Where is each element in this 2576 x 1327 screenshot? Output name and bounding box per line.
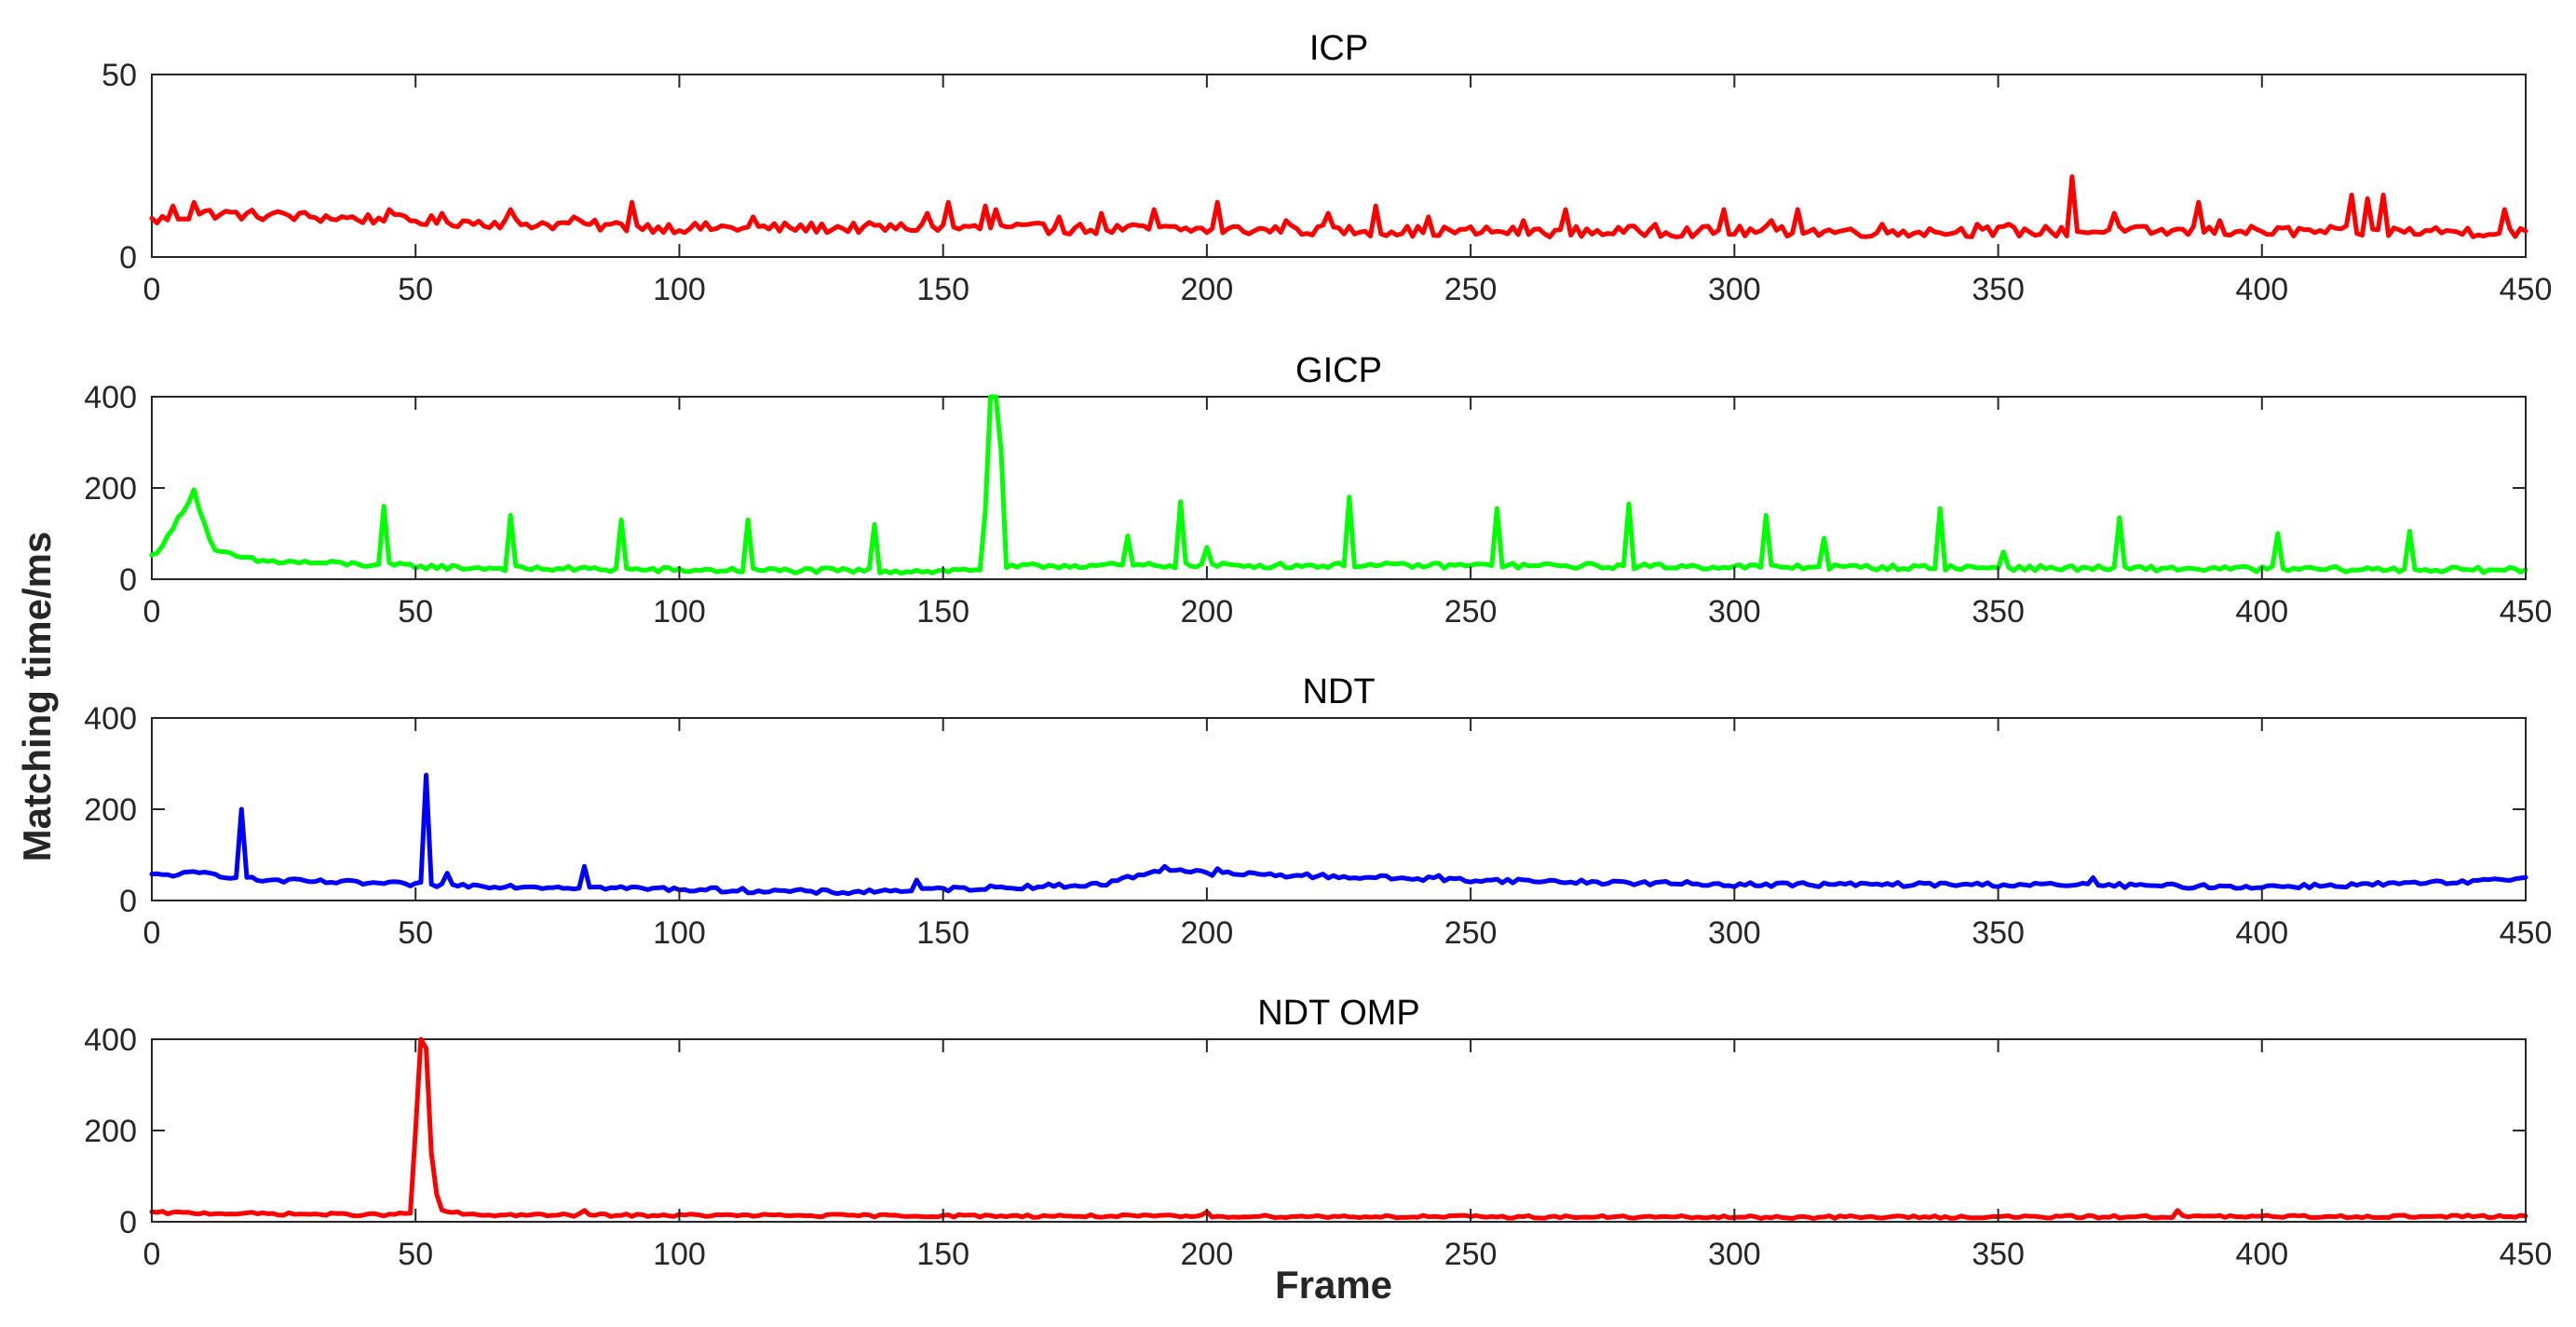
x-tick-label: 300 xyxy=(1708,1237,1761,1272)
axes-box xyxy=(151,1038,2527,1223)
y-tick-label: 200 xyxy=(84,1114,137,1149)
subplots: 0 50 100 150 200 250 300 350 400 450 0 50 ICP 0 50 100 1… xyxy=(84,29,2552,1272)
subplot-ndt-omp: 0 50 100 150 200 250 300 350 400 450 0 200 400 NDT OM… xyxy=(84,994,2552,1272)
subplot-gicp: 0 50 100 150 200 250 300 350 400 450 0 200 400 GICP xyxy=(84,351,2552,630)
x-tick-label: 100 xyxy=(653,915,706,951)
series-line xyxy=(149,772,2529,897)
y-tick-label: 200 xyxy=(84,792,137,828)
x-tick-label: 200 xyxy=(1181,272,1234,307)
x-tick-label: 0 xyxy=(143,1237,161,1272)
subplot-title: ICP xyxy=(1309,29,1368,68)
x-tick-label: 400 xyxy=(2235,915,2288,951)
y-tick-label: 0 xyxy=(119,240,137,276)
x-tick-label: 400 xyxy=(2235,272,2288,307)
x-tick-label: 350 xyxy=(1972,272,2025,307)
x-tick-label: 350 xyxy=(1972,594,2025,630)
axes-box xyxy=(151,396,2527,580)
x-tick-label: 300 xyxy=(1708,272,1761,307)
x-tick-label: 250 xyxy=(1444,272,1498,307)
x-tick-label: 100 xyxy=(653,594,706,630)
y-tick-label: 0 xyxy=(119,884,137,919)
x-tick-label: 450 xyxy=(2500,915,2553,951)
x-tick-label: 50 xyxy=(398,272,433,307)
y-tick-label: 0 xyxy=(119,562,137,598)
x-tick-label: 0 xyxy=(143,594,161,630)
x-tick-label: 300 xyxy=(1708,915,1761,951)
x-tick-label: 50 xyxy=(398,915,433,951)
subplot-icp: 0 50 100 150 200 250 300 350 400 450 0 50 ICP xyxy=(102,29,2552,307)
x-tick-label: 250 xyxy=(1444,594,1498,630)
x-tick-label: 0 xyxy=(143,915,161,951)
x-tick-label: 400 xyxy=(2235,594,2288,630)
x-tick-label: 250 xyxy=(1444,1237,1498,1272)
x-tick-label: 200 xyxy=(1181,1237,1234,1272)
x-tick-label: 100 xyxy=(653,272,706,307)
x-tick-label: 100 xyxy=(653,1237,706,1272)
x-tick-label: 200 xyxy=(1181,594,1234,630)
y-axis-label: Matching time/ms xyxy=(15,532,59,862)
x-tick-label: 350 xyxy=(1972,915,2025,951)
x-tick-label: 400 xyxy=(2235,1237,2288,1272)
subplot-title: NDT xyxy=(1302,672,1375,711)
x-tick-label: 150 xyxy=(916,1237,969,1272)
subplot-title: GICP xyxy=(1295,351,1382,390)
x-axis-label: Frame xyxy=(1275,1263,1392,1307)
x-tick-label: 50 xyxy=(398,1237,433,1272)
y-tick-label: 0 xyxy=(119,1205,137,1240)
y-tick-label: 50 xyxy=(102,58,137,93)
x-tick-label: 300 xyxy=(1708,594,1761,630)
axes-box xyxy=(151,717,2527,901)
x-tick-label: 450 xyxy=(2500,1237,2553,1272)
x-tick-label: 150 xyxy=(916,594,969,630)
x-tick-label: 0 xyxy=(143,272,161,307)
series-line xyxy=(149,1036,2529,1221)
x-tick-label: 250 xyxy=(1444,915,1498,951)
y-tick-label: 400 xyxy=(84,701,137,737)
y-tick-label: 400 xyxy=(84,1022,137,1058)
subplot-title: NDT OMP xyxy=(1257,994,1420,1033)
x-tick-label: 50 xyxy=(398,594,433,630)
x-tick-label: 150 xyxy=(916,915,969,951)
y-tick-label: 400 xyxy=(84,380,137,415)
x-tick-label: 200 xyxy=(1181,915,1234,951)
x-tick-label: 450 xyxy=(2500,272,2553,307)
x-tick-label: 450 xyxy=(2500,594,2553,630)
subplot-ndt: 0 50 100 150 200 250 300 350 400 450 0 200 400 NDT xyxy=(84,672,2552,951)
x-tick-label: 350 xyxy=(1972,1237,2025,1272)
x-tick-label: 150 xyxy=(916,272,969,307)
series-line xyxy=(149,174,2529,239)
series-line xyxy=(149,394,2529,576)
y-tick-label: 200 xyxy=(84,471,137,507)
